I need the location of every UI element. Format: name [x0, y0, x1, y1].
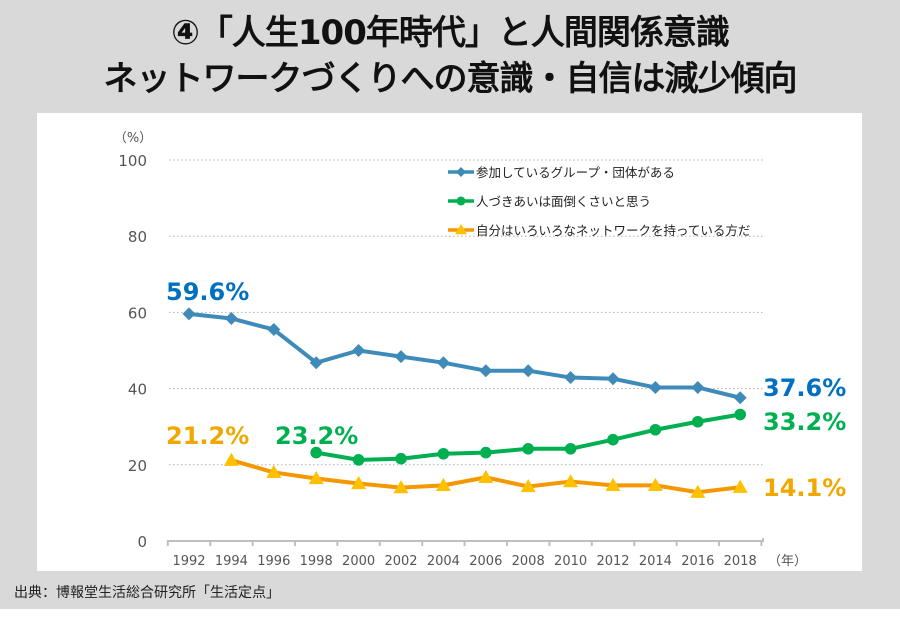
series-line	[188, 311, 741, 400]
data-point	[309, 356, 323, 370]
data-point	[224, 311, 238, 325]
data-point	[393, 480, 409, 494]
data-point	[478, 469, 494, 483]
gridlines	[169, 159, 763, 466]
series-group	[182, 307, 748, 498]
data-point	[352, 344, 366, 357]
data-point	[266, 464, 282, 479]
x-tick-label: 1996	[257, 554, 290, 569]
data-label: 59.6%	[166, 278, 249, 306]
x-tick-label: 2014	[639, 554, 672, 569]
series-1	[182, 307, 747, 405]
source-note: 出典：博報堂生活総合研究所「生活定点」	[14, 585, 280, 601]
y-tick-label: 20	[128, 457, 147, 475]
chart-title-line-2: ネットワークづくりへの意識・自信は減少傾向	[103, 59, 798, 99]
data-point	[352, 454, 365, 466]
legend-label: 人づきあいは面倒くさいと思う	[476, 194, 651, 209]
x-tick-label: 1998	[300, 554, 333, 569]
data-point	[310, 446, 323, 459]
y-tick-label: 40	[128, 381, 147, 399]
data-point	[606, 372, 620, 386]
x-tick-label: 2012	[596, 554, 629, 569]
y-tick-label: 0	[137, 533, 147, 551]
legend-marker	[455, 224, 467, 235]
y-axis-unit-label: （%）	[114, 131, 152, 146]
data-point	[182, 307, 196, 321]
x-tick-label: 2002	[384, 554, 417, 569]
data-label: 21.2%	[166, 422, 249, 450]
data-point	[647, 477, 663, 491]
y-tick-label: 100	[118, 152, 147, 170]
data-point	[522, 442, 534, 455]
y-tick-label: 60	[128, 304, 147, 322]
legend-item-1: 参加しているグループ・団体がある	[448, 165, 675, 180]
data-annotations: 59.6% 37.6% 23.2% 33.2% 21.2% 14.1%	[166, 278, 846, 502]
data-point	[394, 350, 408, 364]
legend-label: 自分はいろいろなネットワークを持っている方だ	[476, 223, 750, 238]
x-axis-unit-label: （年）	[768, 554, 807, 569]
legend-item-2: 人づきあいは面倒くさいと思う	[448, 194, 651, 209]
x-tick-label: 2010	[554, 554, 587, 569]
legend-marker	[456, 196, 466, 206]
data-point	[732, 479, 748, 493]
data-point	[605, 477, 621, 491]
data-label: 33.2%	[763, 408, 846, 436]
data-point	[267, 323, 281, 337]
data-point	[436, 356, 450, 370]
data-point	[733, 391, 747, 405]
chart-panel	[37, 113, 862, 571]
data-point	[648, 380, 662, 394]
data-label: 23.2%	[275, 422, 358, 450]
data-point	[564, 442, 577, 455]
data-point	[480, 446, 492, 459]
data-point	[437, 447, 450, 460]
data-point	[521, 364, 535, 378]
data-point	[395, 452, 407, 465]
data-point	[607, 433, 619, 446]
series-2	[310, 408, 746, 466]
data-point	[520, 479, 536, 493]
x-tick-label: 2000	[342, 554, 375, 569]
x-tick-label: 2006	[469, 554, 502, 569]
data-point	[564, 371, 578, 385]
legend-label: 参加しているグループ・団体がある	[476, 165, 675, 180]
data-point	[692, 415, 704, 428]
x-tick-label: 2004	[427, 554, 460, 569]
axes: 0 20 40 60 80 100 （%） 1992 1994 1996 1998 2000 2002 2…	[114, 131, 807, 569]
data-point	[691, 380, 705, 394]
y-tick-label: 80	[128, 228, 147, 246]
data-point	[690, 484, 706, 498]
legend-marker	[456, 167, 466, 177]
data-point	[223, 452, 239, 466]
series-3	[223, 452, 748, 498]
x-tick-label: 2008	[512, 554, 545, 569]
legend: 参加しているグループ・団体がある人づきあいは面倒くさいと思う自分はいろいろなネッ…	[448, 165, 750, 238]
legend-item-3: 自分はいろいろなネットワークを持っている方だ	[448, 223, 750, 238]
data-point	[435, 477, 451, 491]
x-tick-label: 1994	[215, 554, 248, 569]
data-point	[734, 408, 746, 421]
x-tick-label: 2016	[681, 554, 714, 569]
data-point	[649, 423, 662, 436]
x-tick-label: 1992	[172, 554, 205, 569]
data-label: 14.1%	[763, 474, 846, 502]
data-point	[479, 364, 493, 378]
chart-title-line-1: ④「人生100年時代」と人間関係意識	[171, 13, 730, 53]
data-point	[351, 475, 367, 490]
data-label: 37.6%	[763, 374, 846, 402]
data-point	[563, 474, 579, 488]
x-tick-label: 2018	[724, 554, 757, 569]
data-point	[308, 471, 324, 485]
